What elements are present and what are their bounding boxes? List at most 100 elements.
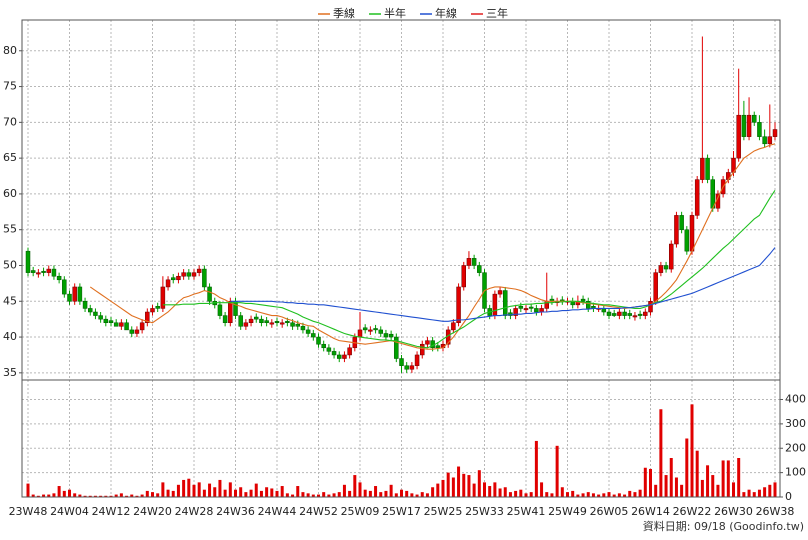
volume-bar — [420, 492, 424, 497]
volume-bar — [643, 467, 647, 497]
x-tick-label: 25W49 — [548, 505, 587, 518]
volume-bar — [353, 475, 357, 497]
candle-body — [207, 286, 212, 302]
volume-bar — [317, 494, 320, 497]
candle-body — [243, 322, 249, 327]
candle-body — [228, 301, 233, 323]
volume-bar — [514, 490, 518, 497]
volume-bar — [311, 494, 315, 497]
candle-body — [648, 301, 653, 313]
volume-bar — [768, 484, 772, 497]
candle-body — [67, 293, 72, 302]
volume-bar — [78, 494, 82, 497]
candle-body — [694, 179, 700, 216]
volume-bar — [685, 438, 689, 497]
candle-body — [248, 318, 254, 323]
volume-bar — [711, 475, 715, 497]
volume-bar — [368, 490, 372, 497]
candle-body — [259, 318, 264, 323]
ma-line — [162, 190, 776, 349]
volume-bar — [493, 482, 497, 497]
x-tick-label: 26W22 — [673, 505, 712, 518]
candle-body — [373, 328, 378, 331]
volume-bar — [524, 493, 528, 497]
candle-body — [134, 329, 140, 334]
candle-body — [404, 365, 409, 370]
candle-body — [420, 343, 425, 356]
volume-bar — [545, 492, 549, 497]
candle-body — [62, 279, 67, 295]
volume-bar — [763, 487, 767, 497]
volume-bar — [488, 486, 492, 497]
volume-bar — [436, 483, 440, 497]
volume-bar — [47, 494, 51, 497]
candle-body — [119, 322, 124, 327]
legend-label: 三年 — [486, 6, 508, 20]
candle-body — [451, 322, 456, 331]
volume-bar — [472, 483, 476, 497]
volume-bar — [726, 460, 730, 497]
volume-bar — [265, 487, 269, 497]
candle-body — [176, 275, 181, 281]
candle-body — [617, 311, 622, 316]
candle-body — [658, 265, 664, 273]
volume-bar — [275, 490, 279, 497]
candle-body — [362, 327, 368, 331]
volume-bar — [99, 495, 103, 497]
candle-body — [684, 229, 690, 252]
candle-body — [202, 268, 207, 288]
volume-bar — [389, 484, 393, 497]
volume-bar — [62, 490, 66, 497]
candle-body — [274, 321, 280, 323]
footer: 資料日期: 09/18 (Goodinfo.tw) — [643, 519, 804, 533]
plot-frame — [21, 379, 781, 498]
x-tick-label: 24W52 — [299, 505, 338, 518]
candle-body — [767, 136, 773, 145]
legend-label: 季線 — [333, 6, 355, 20]
volume-bar — [52, 493, 56, 497]
x-tick-label: 25W09 — [341, 505, 380, 518]
volume-bar — [664, 475, 668, 497]
candle-body — [611, 313, 617, 316]
volume-bar — [747, 489, 751, 497]
volume-bar — [654, 484, 658, 497]
volume-bar — [540, 482, 544, 497]
candle-body — [269, 322, 275, 325]
candle-body — [139, 322, 145, 331]
volume-bar — [31, 494, 35, 497]
volume-bar — [109, 495, 113, 497]
candle-body — [606, 311, 612, 316]
volume-bar — [192, 484, 196, 497]
candle-body — [456, 286, 461, 323]
y-tick-label: 45 — [3, 294, 17, 307]
volume-bar — [42, 494, 46, 497]
candle-body — [643, 311, 648, 316]
volume-bar — [441, 479, 445, 497]
volume-bar — [633, 492, 637, 497]
candle-body — [30, 270, 36, 273]
volume-bar — [228, 482, 232, 497]
volume-bar — [591, 493, 595, 497]
x-tick-label: 26W05 — [590, 505, 629, 518]
volume-bar — [322, 492, 326, 497]
candle-body — [762, 136, 767, 145]
candle-body — [238, 315, 243, 327]
candle-body — [669, 243, 674, 270]
volume-bar — [555, 445, 559, 497]
volume-bar — [405, 490, 409, 497]
volume-bar — [477, 470, 481, 497]
volume-bar — [602, 493, 606, 497]
candle-body — [518, 306, 524, 309]
volume-bar — [623, 494, 627, 497]
volume-bar — [182, 479, 186, 497]
volume-bar — [394, 493, 398, 497]
volume-bar — [721, 460, 725, 497]
x-tick-label: 24W12 — [92, 505, 131, 518]
x-tick-label: 24W04 — [50, 505, 89, 518]
candle-body — [290, 322, 295, 327]
volume-bar — [529, 492, 533, 497]
volume-bar — [586, 492, 590, 497]
candle-body — [181, 272, 186, 277]
volume-bar — [249, 489, 253, 497]
candle-body — [295, 323, 300, 327]
